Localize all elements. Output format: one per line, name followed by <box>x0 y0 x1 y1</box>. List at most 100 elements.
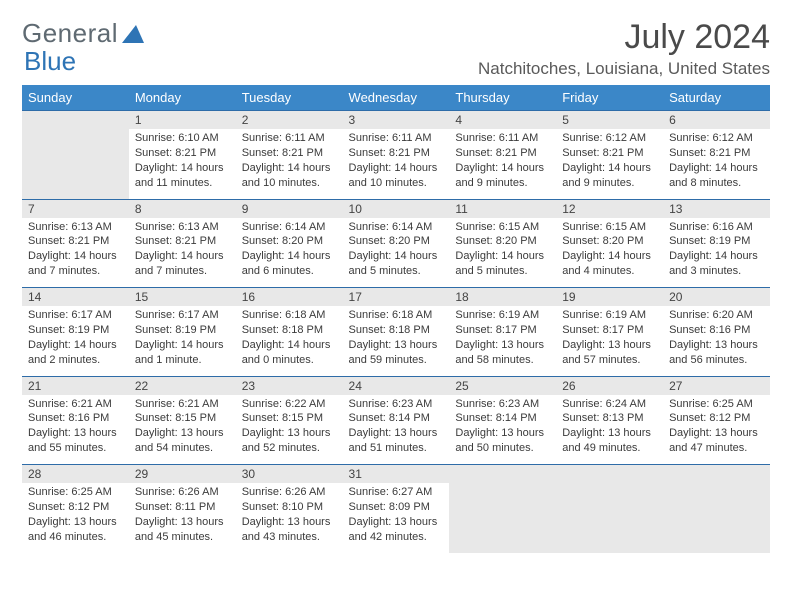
day-number-cell <box>663 465 770 484</box>
sunset-line: Sunset: 8:16 PM <box>669 323 764 338</box>
day-number-cell: 26 <box>556 376 663 395</box>
day-number-cell: 29 <box>129 465 236 484</box>
sunrise-line: Sunrise: 6:26 AM <box>242 485 337 500</box>
weekday-header: Sunday <box>22 85 129 111</box>
day-content-cell: Sunrise: 6:23 AMSunset: 8:14 PMDaylight:… <box>343 395 450 465</box>
weekday-header: Tuesday <box>236 85 343 111</box>
day-content-cell: Sunrise: 6:11 AMSunset: 8:21 PMDaylight:… <box>343 129 450 199</box>
day-content-cell: Sunrise: 6:25 AMSunset: 8:12 PMDaylight:… <box>22 483 129 553</box>
sunrise-line: Sunrise: 6:21 AM <box>135 397 230 412</box>
sunset-line: Sunset: 8:13 PM <box>562 411 657 426</box>
day-number-cell: 31 <box>343 465 450 484</box>
day-number-cell: 30 <box>236 465 343 484</box>
sunset-line: Sunset: 8:19 PM <box>28 323 123 338</box>
daylight-line: Daylight: 14 hours and 8 minutes. <box>669 161 764 191</box>
daylight-line: Daylight: 13 hours and 46 minutes. <box>28 515 123 545</box>
day-content-cell: Sunrise: 6:17 AMSunset: 8:19 PMDaylight:… <box>22 306 129 376</box>
daylight-line: Daylight: 14 hours and 11 minutes. <box>135 161 230 191</box>
daylight-line: Daylight: 13 hours and 59 minutes. <box>349 338 444 368</box>
daylight-line: Daylight: 14 hours and 1 minute. <box>135 338 230 368</box>
day-number-cell: 20 <box>663 288 770 307</box>
day-content-cell: Sunrise: 6:26 AMSunset: 8:11 PMDaylight:… <box>129 483 236 553</box>
day-number-row: 78910111213 <box>22 199 770 218</box>
day-number-cell: 24 <box>343 376 450 395</box>
weekday-header: Monday <box>129 85 236 111</box>
sunrise-line: Sunrise: 6:11 AM <box>349 131 444 146</box>
sunset-line: Sunset: 8:18 PM <box>349 323 444 338</box>
day-number-cell: 8 <box>129 199 236 218</box>
location: Natchitoches, Louisiana, United States <box>478 59 770 79</box>
sunset-line: Sunset: 8:14 PM <box>349 411 444 426</box>
day-number-cell <box>556 465 663 484</box>
day-content-cell: Sunrise: 6:20 AMSunset: 8:16 PMDaylight:… <box>663 306 770 376</box>
sunset-line: Sunset: 8:17 PM <box>562 323 657 338</box>
day-number-cell: 17 <box>343 288 450 307</box>
month-title: July 2024 <box>478 18 770 57</box>
day-content-cell: Sunrise: 6:22 AMSunset: 8:15 PMDaylight:… <box>236 395 343 465</box>
daylight-line: Daylight: 14 hours and 9 minutes. <box>455 161 550 191</box>
title-block: July 2024 Natchitoches, Louisiana, Unite… <box>478 18 770 79</box>
daylight-line: Daylight: 14 hours and 10 minutes. <box>349 161 444 191</box>
daylight-line: Daylight: 14 hours and 9 minutes. <box>562 161 657 191</box>
day-content-cell <box>22 129 129 199</box>
day-content-cell: Sunrise: 6:14 AMSunset: 8:20 PMDaylight:… <box>236 218 343 288</box>
sunset-line: Sunset: 8:14 PM <box>455 411 550 426</box>
day-number-cell: 15 <box>129 288 236 307</box>
daylight-line: Daylight: 13 hours and 51 minutes. <box>349 426 444 456</box>
sunset-line: Sunset: 8:12 PM <box>669 411 764 426</box>
sunrise-line: Sunrise: 6:24 AM <box>562 397 657 412</box>
daylight-line: Daylight: 14 hours and 4 minutes. <box>562 249 657 279</box>
day-number-row: 123456 <box>22 111 770 130</box>
sunset-line: Sunset: 8:15 PM <box>135 411 230 426</box>
daylight-line: Daylight: 13 hours and 56 minutes. <box>669 338 764 368</box>
day-content-cell: Sunrise: 6:15 AMSunset: 8:20 PMDaylight:… <box>556 218 663 288</box>
day-content-cell: Sunrise: 6:12 AMSunset: 8:21 PMDaylight:… <box>663 129 770 199</box>
daylight-line: Daylight: 13 hours and 52 minutes. <box>242 426 337 456</box>
sunrise-line: Sunrise: 6:10 AM <box>135 131 230 146</box>
daylight-line: Daylight: 13 hours and 45 minutes. <box>135 515 230 545</box>
sunrise-line: Sunrise: 6:23 AM <box>455 397 550 412</box>
sunrise-line: Sunrise: 6:22 AM <box>242 397 337 412</box>
sunrise-line: Sunrise: 6:11 AM <box>242 131 337 146</box>
day-content-cell: Sunrise: 6:15 AMSunset: 8:20 PMDaylight:… <box>449 218 556 288</box>
calendar-table: SundayMondayTuesdayWednesdayThursdayFrid… <box>22 85 770 553</box>
sunrise-line: Sunrise: 6:14 AM <box>349 220 444 235</box>
daylight-line: Daylight: 14 hours and 6 minutes. <box>242 249 337 279</box>
day-number-cell: 22 <box>129 376 236 395</box>
day-number-cell: 21 <box>22 376 129 395</box>
weekday-header: Saturday <box>663 85 770 111</box>
day-content-cell <box>556 483 663 553</box>
sunset-line: Sunset: 8:21 PM <box>28 234 123 249</box>
sunrise-line: Sunrise: 6:20 AM <box>669 308 764 323</box>
daylight-line: Daylight: 13 hours and 49 minutes. <box>562 426 657 456</box>
day-content-row: Sunrise: 6:21 AMSunset: 8:16 PMDaylight:… <box>22 395 770 465</box>
day-number-cell: 18 <box>449 288 556 307</box>
sunset-line: Sunset: 8:20 PM <box>562 234 657 249</box>
sunset-line: Sunset: 8:21 PM <box>349 146 444 161</box>
daylight-line: Daylight: 13 hours and 55 minutes. <box>28 426 123 456</box>
weekday-header: Wednesday <box>343 85 450 111</box>
day-content-cell: Sunrise: 6:13 AMSunset: 8:21 PMDaylight:… <box>22 218 129 288</box>
sunrise-line: Sunrise: 6:18 AM <box>349 308 444 323</box>
sunset-line: Sunset: 8:21 PM <box>455 146 550 161</box>
day-content-cell: Sunrise: 6:19 AMSunset: 8:17 PMDaylight:… <box>556 306 663 376</box>
day-content-cell: Sunrise: 6:10 AMSunset: 8:21 PMDaylight:… <box>129 129 236 199</box>
day-content-cell: Sunrise: 6:21 AMSunset: 8:16 PMDaylight:… <box>22 395 129 465</box>
day-number-cell: 4 <box>449 111 556 130</box>
sunrise-line: Sunrise: 6:26 AM <box>135 485 230 500</box>
day-content-cell: Sunrise: 6:26 AMSunset: 8:10 PMDaylight:… <box>236 483 343 553</box>
sunrise-line: Sunrise: 6:15 AM <box>562 220 657 235</box>
daylight-line: Daylight: 14 hours and 7 minutes. <box>135 249 230 279</box>
daylight-line: Daylight: 13 hours and 50 minutes. <box>455 426 550 456</box>
sunrise-line: Sunrise: 6:14 AM <box>242 220 337 235</box>
day-content-cell: Sunrise: 6:23 AMSunset: 8:14 PMDaylight:… <box>449 395 556 465</box>
sunset-line: Sunset: 8:20 PM <box>455 234 550 249</box>
day-number-cell <box>22 111 129 130</box>
calendar-body: 123456Sunrise: 6:10 AMSunset: 8:21 PMDay… <box>22 111 770 554</box>
day-content-cell <box>449 483 556 553</box>
weekday-header: Friday <box>556 85 663 111</box>
sunset-line: Sunset: 8:20 PM <box>242 234 337 249</box>
day-content-cell: Sunrise: 6:18 AMSunset: 8:18 PMDaylight:… <box>236 306 343 376</box>
day-number-cell: 25 <box>449 376 556 395</box>
daylight-line: Daylight: 13 hours and 54 minutes. <box>135 426 230 456</box>
